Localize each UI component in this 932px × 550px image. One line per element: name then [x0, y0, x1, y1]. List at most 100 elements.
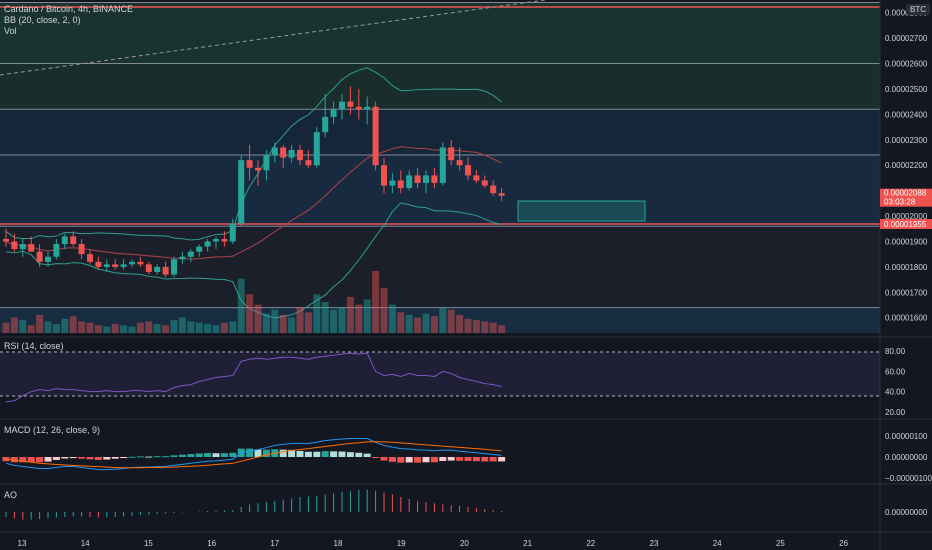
volume-indicator-label[interactable]: Vol	[4, 26, 17, 36]
volume-bar	[145, 321, 153, 333]
candle-body	[498, 193, 505, 196]
macd-histogram-bar	[61, 457, 69, 459]
macd-histogram-bar	[472, 457, 480, 462]
macd-histogram-bar	[195, 453, 203, 457]
macd-histogram-bar	[220, 453, 228, 457]
candle-body	[103, 264, 110, 267]
candle-body	[330, 109, 337, 117]
candle-body	[246, 160, 253, 168]
macd-histogram-bar	[19, 457, 27, 463]
macd-histogram-bar	[136, 456, 144, 458]
macd-pane-label[interactable]: MACD (12, 26, close, 9)	[4, 425, 101, 435]
candle-body	[3, 238, 9, 242]
price-tick-label: 0.00002700	[885, 34, 928, 43]
candle-body	[171, 259, 177, 275]
macd-histogram-bar	[103, 457, 111, 460]
macd-histogram-bar	[10, 457, 18, 463]
volume-bar	[372, 271, 380, 333]
macd-histogram-bar	[36, 457, 44, 463]
candle-body	[288, 149, 295, 158]
macd-histogram-bar	[94, 457, 102, 460]
volume-bar	[27, 325, 35, 333]
candle-body	[11, 241, 18, 250]
time-tick-label: 21	[523, 539, 532, 548]
volume-bar	[254, 304, 262, 333]
macd-histogram-bar	[397, 457, 405, 463]
macd-histogram-bar	[69, 457, 77, 459]
countdown-label: 03:03:28	[884, 198, 916, 207]
target-box	[517, 200, 646, 222]
support-price-label: 0.00001955	[884, 220, 927, 229]
volume-bar	[262, 313, 270, 333]
volume-bar	[422, 313, 430, 333]
rsi-line	[5, 352, 502, 403]
time-tick-label: 25	[776, 539, 785, 548]
volume-bar	[321, 302, 329, 333]
candle-body	[145, 264, 152, 272]
candle-body	[355, 106, 362, 110]
candle-body	[87, 254, 93, 262]
candle-body	[431, 175, 438, 184]
macd-histogram-bar	[279, 449, 287, 457]
volume-bar	[388, 304, 396, 333]
volume-bar	[162, 325, 170, 333]
time-tick-label: 23	[650, 539, 659, 548]
price-tick-label: 0.00002200	[885, 161, 928, 170]
macd-tick-label: 0.00000100	[885, 432, 928, 441]
candle-body	[481, 180, 488, 186]
macd-histogram-bar	[187, 454, 195, 457]
volume-bar	[187, 321, 195, 333]
bb-upper	[5, 67, 502, 241]
price-zone	[0, 226, 880, 308]
macd-histogram-bar	[262, 449, 270, 457]
macd-histogram-bar	[86, 457, 94, 460]
candle-body	[313, 132, 320, 166]
candle-body	[473, 175, 480, 181]
macd-line	[5, 438, 502, 471]
macd-histogram-bar	[313, 451, 321, 457]
candle-body	[45, 256, 51, 262]
rsi-pane-label[interactable]: RSI (14, close)	[4, 341, 64, 351]
candle-body	[120, 264, 127, 267]
candle-body	[162, 266, 169, 275]
candle-body	[129, 261, 135, 265]
price-tick-label: 0.00001600	[885, 314, 928, 323]
bb-indicator-label[interactable]: BB (20, close, 2, 0)	[4, 15, 81, 25]
signal-line	[5, 441, 502, 469]
macd-histogram-bar	[372, 457, 380, 458]
chart-legend: Cardano / Bitcoin, 4h, BINANCE BB (20, c…	[4, 4, 133, 37]
macd-histogram-bar	[52, 457, 60, 460]
macd-histogram-bar	[405, 457, 413, 463]
candle-body	[19, 244, 26, 250]
volume-bar	[10, 317, 18, 333]
volume-bar	[178, 317, 186, 333]
candle-body	[414, 175, 421, 184]
time-tick-label: 17	[270, 539, 279, 548]
price-tick-label: 0.00002400	[885, 110, 928, 119]
candle-body	[490, 185, 497, 194]
symbol-title[interactable]: Cardano / Bitcoin, 4h, BINANCE	[4, 4, 134, 14]
macd-histogram-bar	[288, 449, 296, 457]
candle-body	[423, 175, 429, 184]
macd-histogram-bar	[78, 457, 86, 459]
volume-bar	[52, 323, 60, 333]
candle-body	[154, 266, 161, 272]
volume-bar	[237, 278, 245, 333]
volume-bar	[44, 321, 52, 333]
ao-pane-label[interactable]: AO	[4, 490, 18, 500]
price-tick-label: 0.00002300	[885, 136, 928, 145]
time-tick-label: 22	[586, 539, 595, 548]
candle-body	[364, 106, 371, 110]
candle-body	[372, 106, 379, 166]
macd-histogram-bar	[422, 457, 430, 463]
rsi-tick-label: 80.00	[885, 347, 906, 356]
last-price-badge	[880, 188, 932, 207]
candle-body	[297, 149, 303, 161]
volume-bar	[128, 326, 136, 333]
volume-bar	[36, 314, 44, 333]
price-tick-label: 0.00002000	[885, 212, 928, 221]
candle-body	[204, 241, 211, 247]
candle-body	[95, 261, 102, 267]
time-tick-label: 20	[460, 539, 469, 548]
